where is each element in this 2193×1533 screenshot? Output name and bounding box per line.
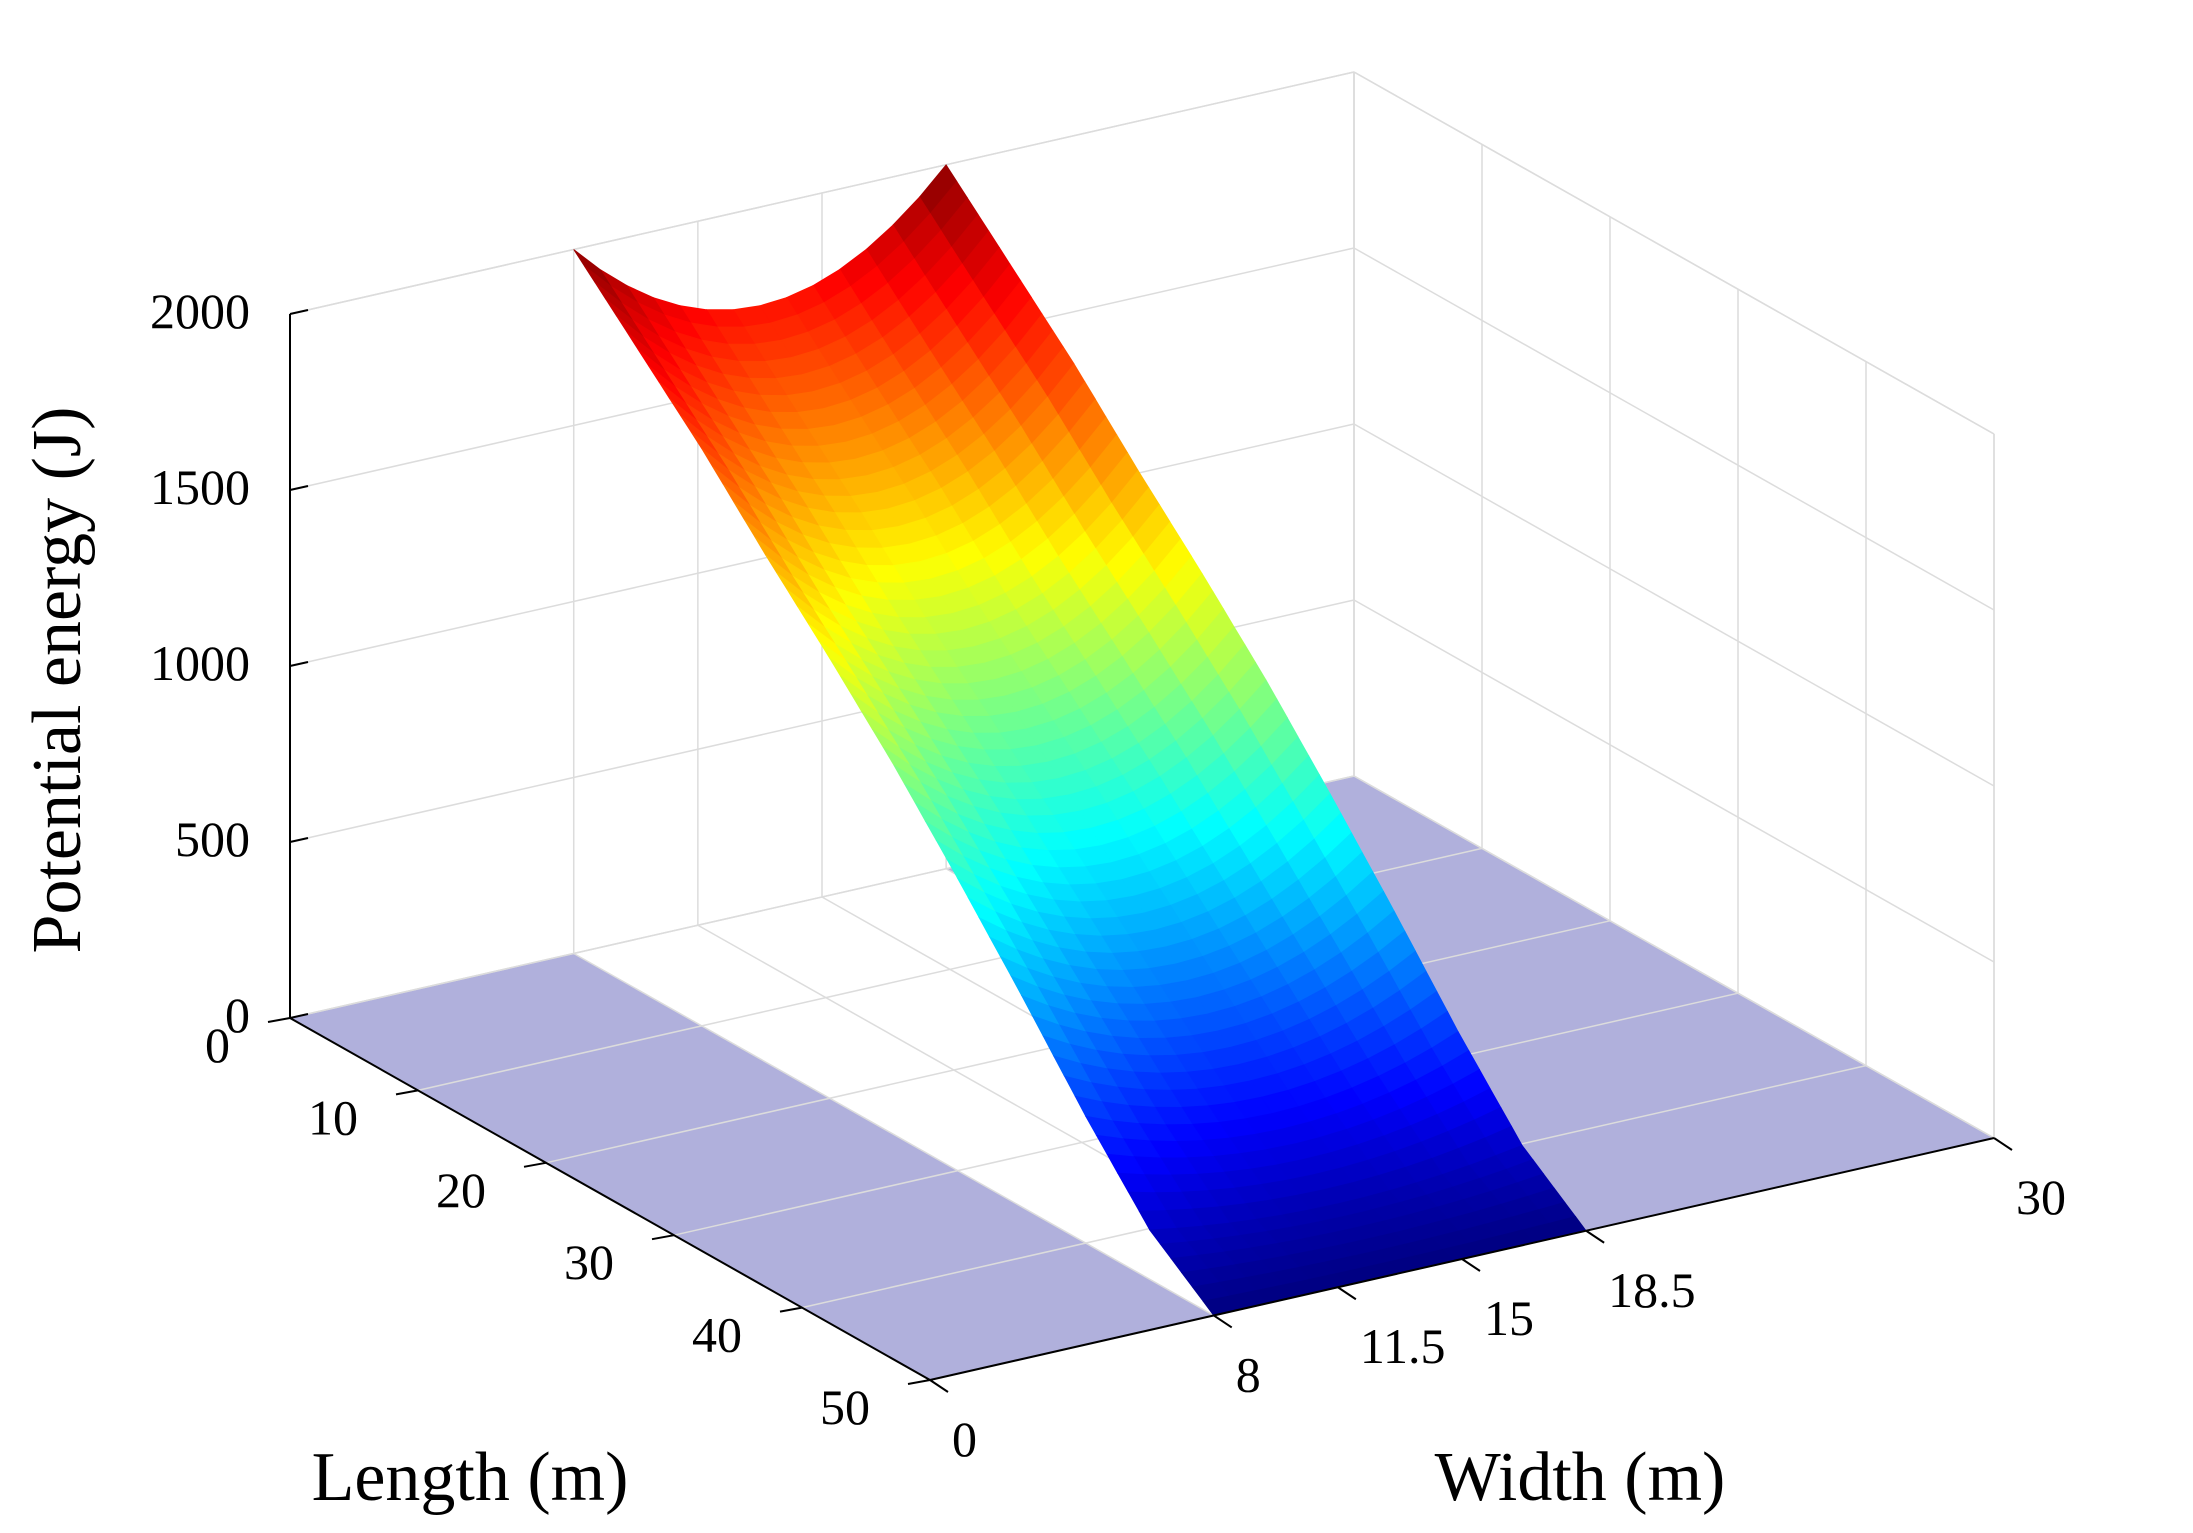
z-tick <box>289 309 309 315</box>
surface-patch <box>573 249 612 287</box>
grid-floor-y <box>573 952 1215 1317</box>
y-tick-label: 0 <box>952 1411 977 1467</box>
x-tick-label: 0 <box>205 1017 230 1073</box>
x-tick <box>267 1017 291 1023</box>
y-tick-label: 8 <box>1236 1346 1261 1402</box>
y-axis-label: Width (m) <box>1435 1439 1726 1516</box>
z-tick-label: 1000 <box>150 635 250 691</box>
y-tick-label: 18.5 <box>1608 1262 1696 1318</box>
x-tick <box>651 1234 675 1241</box>
potential-energy-surface <box>573 164 1587 1316</box>
z-tick-label: 0 <box>225 987 250 1043</box>
grid-wall-y-z <box>1353 247 1995 611</box>
x-axis-line <box>289 1017 931 1381</box>
x-tick <box>523 1161 547 1168</box>
z-tick-label: 1500 <box>150 459 250 515</box>
x-axis-label: Length (m) <box>312 1439 629 1516</box>
y-tick-label: 15 <box>1484 1290 1534 1346</box>
y-tick <box>1585 1229 1605 1244</box>
z-tick-label: 2000 <box>150 283 250 339</box>
grid-wall-y-z <box>1353 423 1995 787</box>
y-tick <box>1461 1258 1481 1272</box>
z-axis-label: Potential energy (J) <box>19 407 96 954</box>
z-tick <box>289 661 309 667</box>
tick-labels: 0500100015002000010203040500811.51518.53… <box>150 283 2066 1467</box>
y-tick <box>1213 1314 1233 1329</box>
z-tick <box>289 837 309 843</box>
x-tick-label: 30 <box>564 1234 614 1290</box>
grid-floor-y <box>1353 775 1995 1139</box>
grid-wall-y-z <box>1353 599 1995 963</box>
box-edge <box>1353 71 1995 435</box>
box-edge <box>289 71 1355 315</box>
x-tick <box>395 1089 419 1096</box>
x-tick-label: 20 <box>436 1162 486 1218</box>
y-tick <box>929 1379 949 1393</box>
floor-region-1 <box>290 953 1214 1380</box>
y-tick-label: 30 <box>2016 1169 2066 1225</box>
tick-marks <box>267 309 2013 1393</box>
y-tick <box>1337 1286 1357 1301</box>
z-tick-label: 500 <box>175 811 250 867</box>
y-tick <box>1993 1137 2013 1151</box>
z-tick <box>289 1013 309 1019</box>
x-tick-label: 40 <box>692 1307 742 1363</box>
x-tick-label: 10 <box>308 1089 358 1145</box>
x-tick-label: 50 <box>820 1379 870 1435</box>
y-tick-label: 11.5 <box>1360 1318 1446 1374</box>
x-tick <box>779 1306 803 1313</box>
z-tick <box>289 485 309 491</box>
x-tick <box>907 1379 931 1385</box>
